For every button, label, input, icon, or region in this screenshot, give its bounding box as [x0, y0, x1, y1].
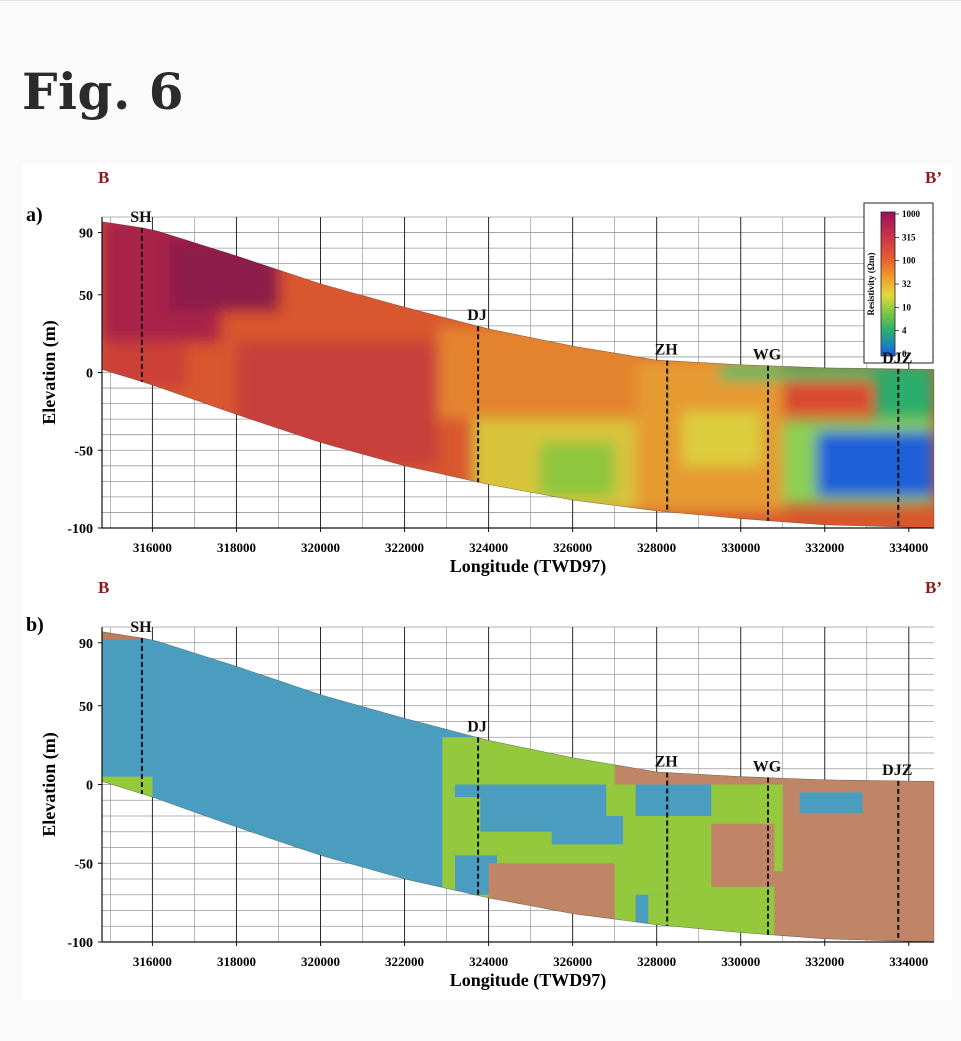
- colorbar: Resistivity (Ωm) 1000 315 100 32 10 4 0: [863, 202, 934, 364]
- x-tick-label: 328000: [637, 954, 676, 969]
- borehole-label-zh: ZH: [655, 753, 679, 770]
- x-axis-label: Longitude (TWD97): [450, 970, 607, 991]
- borehole-label-djz: DJZ: [882, 762, 912, 779]
- x-tick-label: 318000: [217, 540, 256, 555]
- x-tick-label: 320000: [301, 954, 340, 969]
- panel-label: a): [26, 204, 43, 226]
- x-tick-label: 326000: [553, 954, 592, 969]
- borehole-label-dj: DJ: [467, 307, 487, 324]
- x-tick-label: 326000: [553, 540, 592, 555]
- colorbar-tick-label: 10: [902, 302, 912, 312]
- resistivity-zone: [782, 380, 867, 412]
- low-resistivity-zone: [875, 364, 934, 420]
- y-axis-label: Elevation (m): [39, 320, 60, 424]
- section-end-label: B’: [925, 578, 942, 597]
- figure-panels: Resistivity (Ωm) 1000 315 100 32 10 4 0 SH DJ ZH WG…: [22, 165, 952, 1000]
- colorbar-tick-label: 1000: [902, 209, 921, 219]
- borehole-label-djz: DJZ: [882, 350, 912, 367]
- panel-label: b): [26, 614, 44, 636]
- resistivity-field: [102, 221, 934, 513]
- section-start-label: B: [98, 578, 109, 597]
- borehole-label-sh: SH: [130, 619, 152, 636]
- y-tick-label: 50: [79, 289, 93, 304]
- class-blue-zone: [635, 784, 712, 816]
- figure-svg: Resistivity (Ωm) 1000 315 100 32 10 4 0 SH DJ ZH WG…: [26, 168, 942, 991]
- low-resistivity-core: [816, 431, 934, 497]
- colorbar-tick-label: 32: [902, 279, 912, 289]
- x-tick-label: 328000: [637, 540, 676, 555]
- y-tick-label: 90: [79, 227, 93, 242]
- x-tick-label: 334000: [889, 540, 928, 555]
- resistivity-zone: [681, 411, 762, 466]
- y-tick-label: -50: [74, 857, 93, 872]
- y-tick-label: 90: [79, 637, 93, 652]
- x-axis-label: Longitude (TWD97): [450, 556, 607, 577]
- colorbar-frame: [863, 202, 934, 364]
- x-tick-label: 324000: [469, 540, 508, 555]
- section-start-label: B: [98, 168, 109, 187]
- y-tick-label: -100: [67, 936, 93, 951]
- colorbar-scale: [880, 211, 896, 357]
- y-tick-label: 50: [79, 700, 93, 715]
- colorbar-tick-label: 100: [902, 256, 916, 266]
- x-tick-label: 318000: [217, 954, 256, 969]
- class-brown-zone: [774, 871, 800, 942]
- resistivity-zone: [102, 341, 187, 389]
- x-tick-label: 324000: [469, 954, 508, 969]
- x-tick-label: 322000: [385, 954, 424, 969]
- panel-a: Resistivity (Ωm) 1000 315 100 32 10 4 0 SH DJ ZH WG…: [26, 168, 942, 577]
- x-tick-label: 332000: [805, 954, 844, 969]
- low-resistivity-zone: [539, 442, 615, 497]
- x-tick-label: 332000: [805, 540, 844, 555]
- colorbar-label: Resistivity (Ωm): [866, 253, 876, 316]
- class-green-zone: [102, 776, 153, 801]
- colorbar-tick-label: 315: [902, 232, 916, 242]
- section-end-label: B’: [925, 168, 942, 187]
- x-tick-label: 334000: [889, 954, 928, 969]
- x-tick-label: 330000: [721, 540, 760, 555]
- x-tick-label: 330000: [721, 954, 760, 969]
- borehole-label-dj: DJ: [467, 719, 487, 736]
- class-blue-zone: [454, 784, 489, 798]
- colorbar-tick-label: 0: [902, 349, 907, 359]
- x-tick-label: 316000: [133, 954, 172, 969]
- y-axis-label: Elevation (m): [39, 732, 60, 836]
- x-tick-label: 320000: [301, 540, 340, 555]
- y-tick-label: -100: [67, 522, 93, 537]
- y-tick-label: -50: [74, 444, 93, 459]
- x-tick-label: 316000: [133, 540, 172, 555]
- borehole-label-sh: SH: [130, 209, 152, 226]
- high-resistivity-core: [169, 240, 279, 311]
- class-blue-zone: [551, 816, 624, 845]
- borehole-label-zh: ZH: [655, 342, 679, 359]
- colorbar-tick-label: 4: [902, 326, 907, 336]
- top-divider: [0, 0, 961, 1]
- borehole-label-wg: WG: [753, 347, 782, 364]
- panel-b: SH DJ ZH WG DJZ 90 50 0 -50 -100 316000 318000 32000…: [26, 578, 942, 991]
- figure-title: Fig. 6: [22, 62, 185, 121]
- resistivity-zone: [438, 325, 636, 420]
- borehole-label-wg: WG: [753, 759, 782, 776]
- class-blue-zone: [799, 792, 863, 813]
- x-tick-label: 322000: [385, 540, 424, 555]
- y-tick-label: 0: [86, 779, 93, 794]
- class-brown-zone: [711, 823, 775, 887]
- y-tick-label: 0: [86, 367, 93, 382]
